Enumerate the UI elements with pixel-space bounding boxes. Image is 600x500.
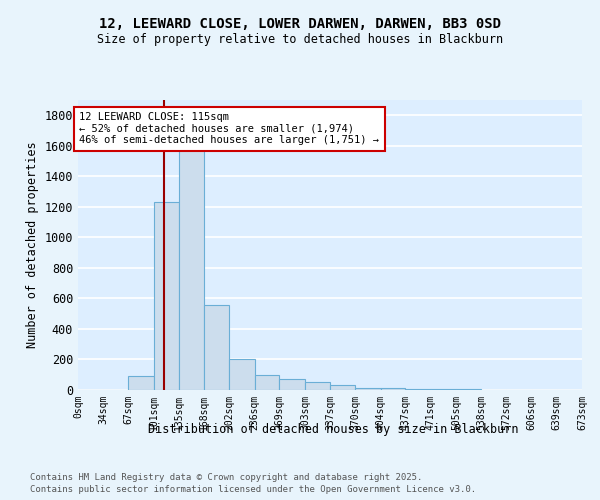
Bar	[179, 130, 204, 390]
Bar	[355, 388, 380, 390]
Bar	[431, 389, 456, 390]
Text: Contains HM Land Registry data © Crown copyright and database right 2025.: Contains HM Land Registry data © Crown c…	[30, 472, 422, 482]
Bar	[204, 304, 229, 390]
Bar	[255, 374, 280, 390]
Text: Distribution of detached houses by size in Blackburn: Distribution of detached houses by size …	[148, 422, 518, 436]
Bar	[154, 202, 179, 390]
Bar	[280, 380, 305, 390]
Text: 12, LEEWARD CLOSE, LOWER DARWEN, DARWEN, BB3 0SD: 12, LEEWARD CLOSE, LOWER DARWEN, DARWEN,…	[99, 18, 501, 32]
Text: Contains public sector information licensed under the Open Government Licence v3: Contains public sector information licen…	[30, 485, 476, 494]
Text: Size of property relative to detached houses in Blackburn: Size of property relative to detached ho…	[97, 32, 503, 46]
Bar	[128, 376, 154, 390]
Bar	[305, 382, 331, 390]
Bar	[229, 360, 255, 390]
Y-axis label: Number of detached properties: Number of detached properties	[26, 142, 39, 348]
Bar	[456, 389, 481, 390]
Bar	[405, 389, 431, 390]
Bar	[331, 386, 355, 390]
Text: 12 LEEWARD CLOSE: 115sqm
← 52% of detached houses are smaller (1,974)
46% of sem: 12 LEEWARD CLOSE: 115sqm ← 52% of detach…	[79, 112, 379, 146]
Bar	[380, 388, 405, 390]
